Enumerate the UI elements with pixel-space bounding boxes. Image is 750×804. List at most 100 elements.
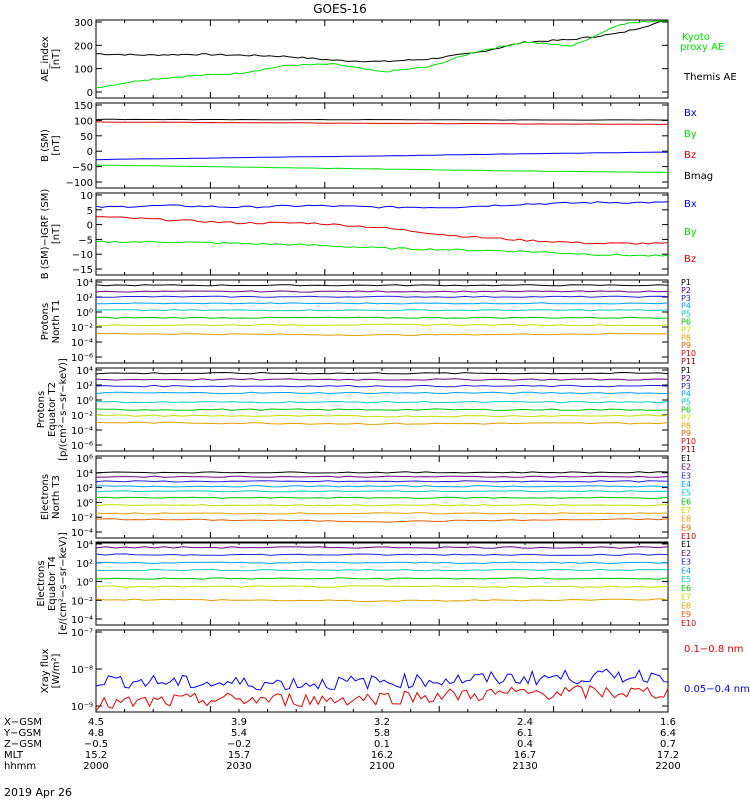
y-tick-label: 10⁶ [76, 454, 93, 465]
series-e5 [95, 490, 669, 493]
series-e3 [95, 480, 669, 483]
y-tick-label: 200 [74, 41, 93, 52]
y-axis-label: North T3 [51, 475, 62, 519]
ephem-value: 0.4 [517, 739, 533, 750]
series-e7 [95, 585, 669, 588]
y-tick-label: 10⁻⁷ [71, 628, 93, 639]
channel-label: E1 [681, 454, 691, 463]
ephem-value: 5.8 [374, 728, 390, 739]
y-tick-label: 10² [76, 559, 93, 570]
y-axis-label: [nT] [51, 135, 62, 155]
series-kyoto-proxy-ae [95, 20, 668, 89]
legend-entry: Bmag [684, 171, 713, 182]
channel-label: E6 [681, 497, 691, 506]
panel-xray: 10⁻⁷ 10⁻⁸ 10⁻⁹ Xray flux [W/m²] 0.1−0.8 nm 0.0… [40, 628, 750, 713]
series-0-1-0-8-nm [95, 685, 669, 712]
y-tick-label: 10⁴ [76, 540, 93, 551]
y-tick-label: 10⁰ [76, 396, 93, 407]
plot-title: GOES-16 [313, 2, 367, 16]
ephem-value: 4.5 [88, 717, 104, 728]
ephem-value: 2130 [512, 761, 537, 772]
ephem-value: −0.5 [84, 739, 108, 750]
channel-label: P3 [681, 382, 691, 391]
series-e1 [95, 471, 669, 474]
ephem-label: Z−GSM [4, 739, 42, 750]
series-p5 [95, 400, 669, 404]
series-bx [95, 201, 669, 209]
panel-ee: 10⁴ 10² 10⁰ 10⁻² 10⁻⁴ Electrons Equator T4 [e/(… [36, 532, 696, 635]
series-p6 [95, 316, 669, 319]
channel-label: E7 [681, 593, 691, 602]
series-e4 [95, 561, 669, 565]
channel-label: E4 [681, 566, 691, 575]
legend-entry: proxy AE [680, 42, 724, 53]
ephem-label: Y−GSM [3, 728, 41, 739]
panel-frame [95, 19, 669, 99]
y-tick-label: 10² [76, 293, 93, 304]
channel-label: P3 [681, 294, 691, 303]
y-axis-label: North T1 [51, 300, 62, 344]
series-bmag [95, 118, 669, 121]
y-axis-label: B (SM) [40, 129, 51, 162]
series-e7 [95, 504, 669, 507]
y-tick-label: 10⁻⁹ [71, 702, 93, 713]
legend-entry: Kyoto [682, 32, 710, 43]
series-0-05-0-4-nm [95, 668, 669, 691]
legend-entry: Bz [684, 254, 696, 265]
series-e2 [96, 475, 669, 478]
y-axis-label: Electrons [36, 560, 47, 606]
ephem-value: 0.7 [660, 739, 676, 750]
ephem-value: 0.1 [374, 739, 390, 750]
series-p3 [95, 295, 669, 298]
ephem-value: 6.4 [660, 728, 676, 739]
y-tick-label: 0 [87, 147, 93, 158]
y-tick-label: 50 [80, 132, 93, 143]
ephem-value: 2030 [226, 761, 251, 772]
series-themis-ae [96, 20, 668, 63]
channel-label: E5 [681, 489, 691, 498]
channel-label: P11 [681, 357, 696, 366]
channel-label: E9 [681, 523, 691, 532]
channel-label: P5 [681, 398, 691, 407]
series-bx [95, 151, 669, 161]
y-tick-label: 100 [74, 65, 93, 76]
ephem-value: 3.9 [231, 717, 247, 728]
channel-label: E10 [681, 619, 696, 628]
channel-label: E3 [681, 471, 691, 480]
y-tick-label: 10⁴ [76, 469, 93, 480]
channel-label: E6 [681, 584, 691, 593]
y-tick-label: 10⁴ [76, 278, 93, 289]
panel-bsm: 150 100 50 0 −50 −100 B (SM) [nT] Bx By Bz Bmag [40, 101, 713, 189]
series-by [95, 164, 668, 173]
series-e9 [95, 518, 669, 523]
series-p2 [95, 378, 669, 381]
ephem-value: 2100 [369, 761, 394, 772]
ephem-value: 3.2 [374, 717, 390, 728]
channel-label: E9 [681, 610, 691, 619]
series-by [95, 240, 669, 257]
ephem-label: MLT [4, 750, 24, 761]
series-e4 [96, 485, 669, 488]
y-tick-label: 10⁻⁴ [71, 615, 93, 626]
y-tick-label: 300 [74, 18, 93, 29]
channel-label: E3 [681, 558, 691, 567]
panel-frame [95, 102, 669, 189]
y-tick-label: 10⁰ [76, 308, 93, 319]
series-p2 [95, 290, 669, 293]
channel-label: E2 [681, 549, 691, 558]
channel-label: P5 [681, 310, 691, 319]
y-axis-label: Xray flux [40, 649, 51, 694]
panel-bigrf: 10 5 0 −5 −10 −15 B (SM)−IGRF (SM) [nT] Bx By Bz [40, 189, 697, 280]
y-axis-label: [nT] [51, 224, 62, 244]
y-tick-label: 10⁴ [76, 366, 93, 377]
legend-entry: Bx [684, 199, 697, 210]
channel-label: E8 [681, 515, 691, 524]
legend-entry: Bx [684, 108, 697, 119]
y-tick-label: 10⁻² [71, 411, 93, 422]
channel-label: P4 [681, 390, 691, 399]
ephem-value: 2200 [655, 761, 680, 772]
channel-label: P4 [681, 302, 691, 311]
